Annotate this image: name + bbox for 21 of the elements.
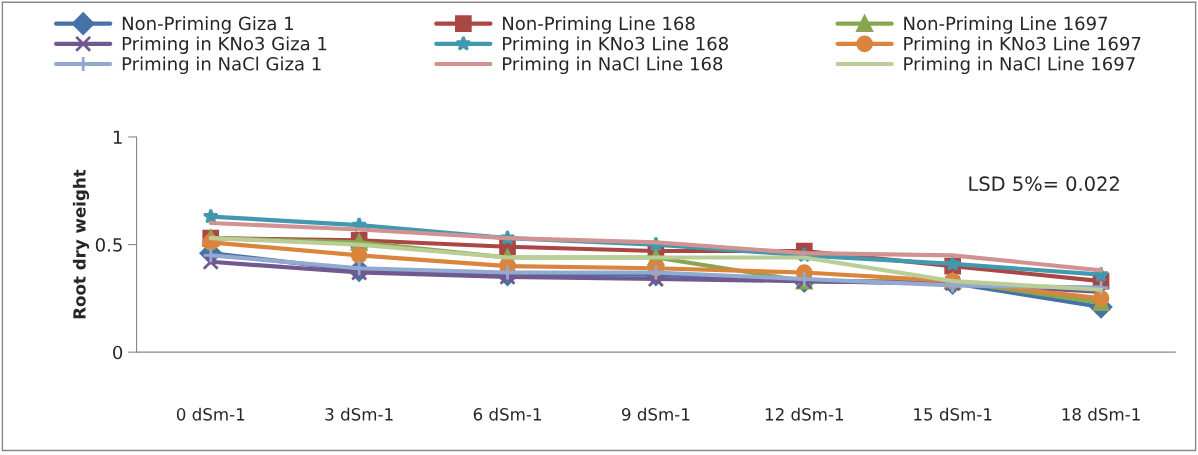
x-tick-label: 0 dSm-1 — [176, 407, 245, 421]
x-tick-label: 18 dSm-1 — [1062, 407, 1140, 421]
legend-label: Non-Priming Line 1697 — [904, 16, 1108, 34]
legend-label: Non-Priming Line 168 — [503, 16, 695, 34]
legend-label: Priming in NaCl Line 168 — [503, 56, 723, 75]
annotation: LSD 5%= 0.022 — [969, 176, 1119, 192]
x-tick-label: 15 dSm-1 — [914, 407, 992, 421]
y-axis-title: Root dry weight — [72, 169, 90, 319]
x-tick-label: 3 dSm-1 — [325, 407, 393, 421]
y-tick-label: 0 — [113, 345, 123, 360]
x-tick-label: 12 dSm-1 — [765, 407, 844, 421]
x-tick-label: 9 dSm-1 — [622, 407, 690, 421]
legend-label: Priming in NaCl Giza 1 — [122, 56, 321, 75]
x-tick-label: 6 dSm-1 — [473, 407, 541, 421]
legend-label: Priming in NaCl Line 1697 — [904, 56, 1135, 75]
y-tick-label: 0.5 — [95, 238, 122, 252]
legend-label: Priming in KNo3 Giza 1 — [122, 36, 327, 54]
y-tick-label: 1 — [113, 130, 122, 144]
legend-label: Priming in KNo3 Line 168 — [503, 36, 728, 54]
legend-label: Non-Priming Giza 1 — [122, 16, 293, 34]
legend-label: Priming in KNo3 Line 1697 — [904, 36, 1141, 54]
